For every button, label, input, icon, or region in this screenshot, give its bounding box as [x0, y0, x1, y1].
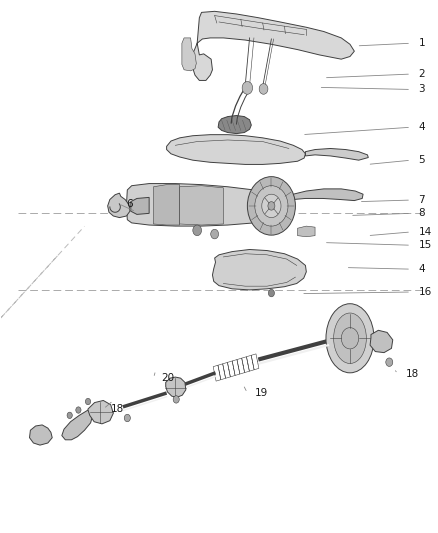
Polygon shape [218, 116, 251, 134]
Circle shape [268, 201, 275, 210]
Text: 7: 7 [419, 195, 425, 205]
Text: 4: 4 [419, 264, 425, 274]
Ellipse shape [326, 304, 374, 373]
Circle shape [259, 84, 268, 94]
Text: 19: 19 [255, 388, 268, 398]
Text: 16: 16 [419, 287, 432, 297]
Polygon shape [127, 183, 280, 226]
Polygon shape [29, 425, 52, 445]
Circle shape [85, 398, 91, 405]
Text: 3: 3 [419, 84, 425, 94]
Text: 15: 15 [419, 240, 432, 250]
Polygon shape [182, 38, 196, 71]
Circle shape [255, 185, 288, 226]
Polygon shape [166, 377, 186, 397]
Polygon shape [212, 249, 306, 290]
Circle shape [242, 82, 253, 94]
Circle shape [211, 229, 219, 239]
Text: 2: 2 [419, 69, 425, 79]
Circle shape [193, 225, 201, 236]
Circle shape [268, 289, 275, 297]
Polygon shape [297, 226, 315, 237]
Circle shape [67, 412, 72, 418]
Text: 5: 5 [419, 155, 425, 165]
Polygon shape [62, 410, 92, 440]
Text: 20: 20 [161, 373, 174, 383]
Text: 18: 18 [406, 369, 419, 379]
Circle shape [247, 176, 295, 235]
Circle shape [262, 194, 281, 217]
Polygon shape [88, 400, 113, 424]
Text: 18: 18 [111, 404, 124, 414]
Polygon shape [131, 197, 149, 214]
Polygon shape [108, 193, 130, 217]
Text: 8: 8 [419, 208, 425, 219]
Polygon shape [192, 11, 354, 80]
Circle shape [386, 358, 393, 367]
Polygon shape [166, 135, 305, 165]
Polygon shape [305, 149, 368, 160]
Polygon shape [293, 189, 363, 200]
Text: 6: 6 [126, 199, 133, 209]
Text: 14: 14 [419, 227, 432, 237]
Circle shape [76, 407, 81, 413]
Polygon shape [180, 185, 223, 225]
Text: 1: 1 [419, 38, 425, 48]
Ellipse shape [334, 313, 366, 364]
Polygon shape [370, 330, 393, 353]
Circle shape [124, 414, 131, 422]
Text: 4: 4 [419, 122, 425, 132]
Polygon shape [153, 184, 180, 225]
Circle shape [173, 395, 179, 403]
Circle shape [341, 328, 359, 349]
